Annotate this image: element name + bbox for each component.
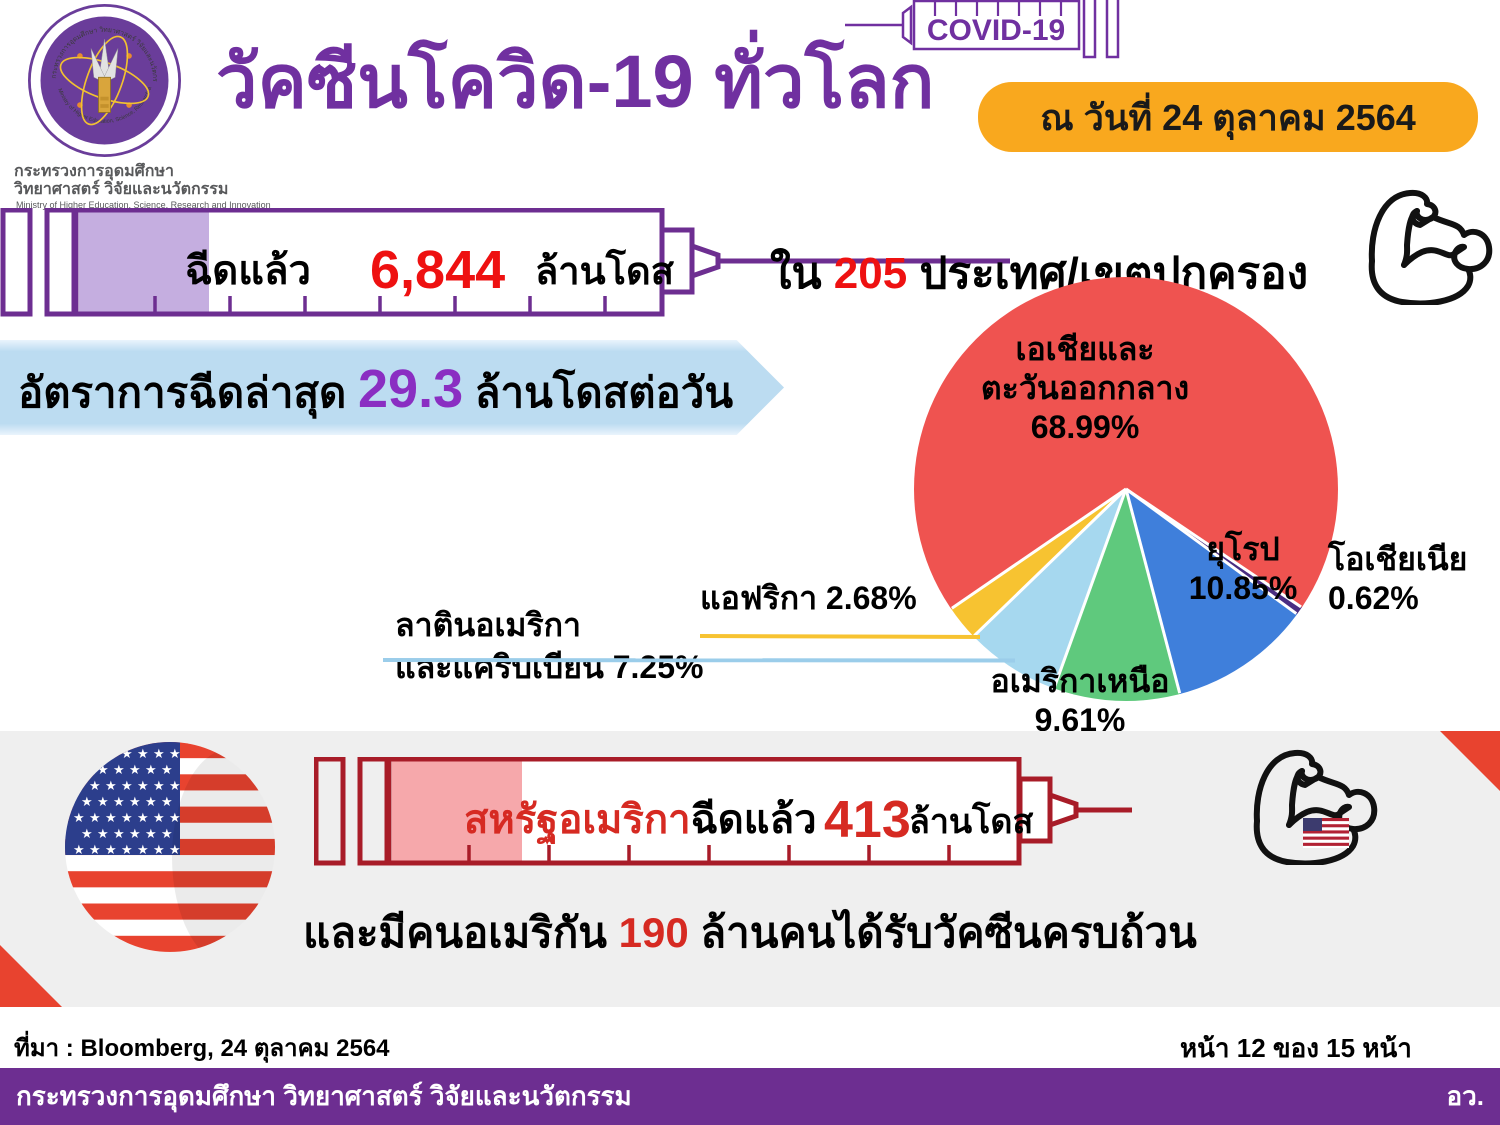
- svg-text:★: ★: [113, 826, 125, 841]
- svg-text:★: ★: [89, 778, 101, 793]
- svg-text:★: ★: [73, 778, 85, 793]
- svg-text:★: ★: [137, 746, 149, 761]
- svg-text:★: ★: [89, 842, 101, 857]
- svg-text:★: ★: [129, 794, 141, 809]
- svg-text:★: ★: [105, 810, 117, 825]
- svg-text:★: ★: [161, 794, 173, 809]
- svg-text:★: ★: [81, 826, 93, 841]
- svg-text:★: ★: [153, 778, 165, 793]
- svg-text:★: ★: [169, 746, 181, 761]
- svg-text:★: ★: [161, 826, 173, 841]
- svg-text:★: ★: [129, 762, 141, 777]
- svg-text:★: ★: [153, 810, 165, 825]
- svg-text:★: ★: [169, 778, 181, 793]
- svg-text:★: ★: [153, 842, 165, 857]
- svg-text:★: ★: [121, 842, 133, 857]
- svg-text:★: ★: [113, 762, 125, 777]
- svg-text:★: ★: [97, 762, 109, 777]
- svg-text:★: ★: [137, 778, 149, 793]
- svg-text:413: 413: [824, 791, 911, 849]
- svg-text:★: ★: [89, 746, 101, 761]
- svg-text:★: ★: [105, 842, 117, 857]
- svg-text:★: ★: [113, 794, 125, 809]
- svg-text:★: ★: [145, 762, 157, 777]
- svg-text:★: ★: [73, 746, 85, 761]
- svg-text:★: ★: [137, 810, 149, 825]
- svg-text:★: ★: [169, 810, 181, 825]
- svg-text:★: ★: [169, 842, 181, 857]
- svg-text:★: ★: [73, 810, 85, 825]
- svg-text:★: ★: [105, 778, 117, 793]
- svg-text:★: ★: [105, 746, 117, 761]
- svg-text:★: ★: [121, 810, 133, 825]
- svg-text:★: ★: [97, 794, 109, 809]
- svg-text:ล้านโดส: ล้านโดส: [909, 801, 1034, 841]
- svg-text:★: ★: [129, 826, 141, 841]
- svg-text:★: ★: [161, 762, 173, 777]
- svg-text:★: ★: [121, 746, 133, 761]
- svg-text:★: ★: [81, 762, 93, 777]
- svg-text:★: ★: [89, 810, 101, 825]
- svg-text:★: ★: [145, 826, 157, 841]
- svg-text:★: ★: [73, 842, 85, 857]
- svg-text:สหรัฐอเมริกาฉีดแล้ว: สหรัฐอเมริกาฉีดแล้ว: [464, 798, 817, 846]
- svg-text:★: ★: [145, 794, 157, 809]
- svg-text:★: ★: [97, 826, 109, 841]
- svg-text:★: ★: [153, 746, 165, 761]
- svg-text:★: ★: [81, 794, 93, 809]
- svg-text:★: ★: [121, 778, 133, 793]
- svg-text:★: ★: [137, 842, 149, 857]
